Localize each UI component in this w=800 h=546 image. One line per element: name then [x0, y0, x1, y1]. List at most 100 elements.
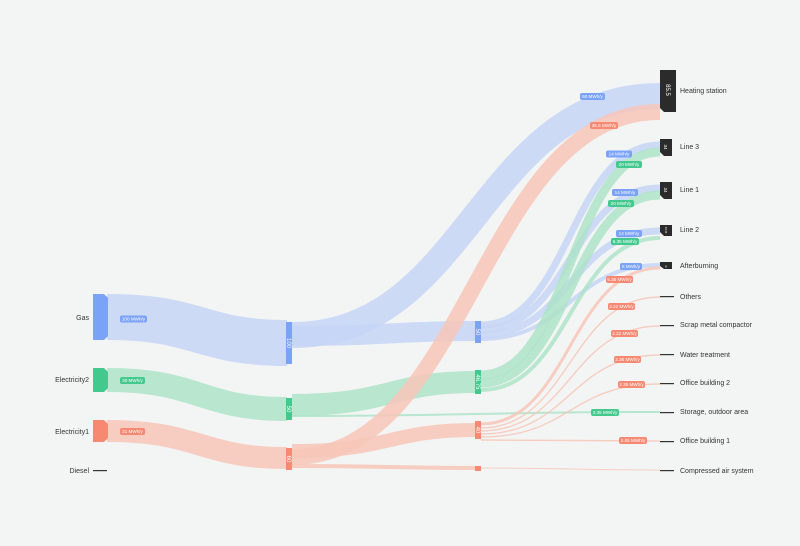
sink-badge-line1-gas: 14 MWh/y	[615, 190, 636, 195]
sink-node-scrap[interactable]	[660, 325, 674, 327]
sink-badge-scrap: 2.22 MWh/y	[612, 331, 637, 336]
sink-badge-others: 2.22 MWh/y	[609, 304, 634, 309]
sink-value-line1: 34	[663, 187, 668, 193]
sink-node-line1[interactable]	[660, 182, 672, 199]
link-el1-afterburning	[480, 266, 661, 426]
sink-label-compressed: Compressed air system	[680, 468, 754, 475]
sink-node-line2[interactable]	[660, 225, 672, 236]
sink-badge-line2-el2: 6.35 MWh/y	[613, 239, 638, 244]
sink-badge-heating-el1: 35.5 MWh/y	[592, 123, 617, 128]
source-label-electricity1: Electricity1	[55, 429, 89, 436]
source-node-electricity2[interactable]	[93, 368, 108, 392]
sink-node-compressed[interactable]	[660, 470, 674, 472]
sink-node-others[interactable]	[660, 296, 674, 298]
sink-label-scrap: Scrap metal compactor	[680, 322, 753, 329]
sink-label-heating: Heating station	[680, 88, 727, 95]
stage1-value-gas: 100	[285, 338, 291, 349]
sink-value-afterburning: 8	[665, 265, 667, 269]
sink-value-line3: 34	[663, 144, 668, 150]
sink-badge-office2: 2.35 MWh/y	[619, 382, 644, 387]
stage2-value-electricity2: 46.75	[474, 374, 480, 390]
sink-badge-heating-gas: 50 MWh/y	[582, 94, 603, 99]
stage2-node-gas[interactable]	[475, 321, 481, 343]
source-label-gas: Gas	[76, 315, 89, 322]
sink-label-others: Others	[680, 294, 702, 301]
sink-node-heating[interactable]	[660, 70, 676, 112]
sink-badge-line2-gas: 14 MWh/y	[619, 231, 640, 236]
sink-value-line2: 20.35	[664, 227, 668, 234]
sink-node-line3[interactable]	[660, 139, 672, 156]
links	[106, 83, 661, 471]
source-node-diesel[interactable]	[93, 470, 107, 472]
source-badge-gas-bg	[120, 315, 147, 323]
sink-badge-water-bg	[614, 356, 641, 363]
sink-badge-line3-el2: 20 MWh/y	[619, 162, 640, 167]
sink-label-line1: Line 1	[680, 187, 699, 194]
stage2-nodes: 50 46.75 40	[474, 321, 481, 471]
link-el1-stage2	[291, 423, 476, 458]
stage2-value-electricity1: 40	[474, 427, 480, 434]
sink-badge-storage: 3.35 MWh/y	[593, 410, 618, 415]
sink-label-office2: Office building 2	[680, 380, 730, 387]
link-el1-office2	[480, 383, 661, 438]
sink-badge-scrap-bg	[611, 330, 638, 337]
sink-badge-line3-gas-bg	[606, 150, 632, 158]
stage1-node-electricity2[interactable]	[286, 398, 292, 420]
sink-node-storage[interactable]	[660, 412, 674, 414]
sink-badge-line2-el2-bg	[611, 238, 639, 245]
source-badge-electricity1: 31 MWh/y	[122, 429, 143, 434]
source-badge-electricity2-bg	[120, 377, 145, 384]
sink-label-office1: Office building 1	[680, 438, 730, 445]
sink-badge-afterburning-gas: 8 MWh/y	[622, 264, 641, 269]
sink-node-office1[interactable]	[660, 441, 674, 443]
sink-label-line3: Line 3	[680, 144, 699, 151]
sink-label-line2: Line 2	[680, 227, 699, 234]
link-el1-stage2b	[291, 464, 476, 470]
sink-badge-heating-gas-bg	[580, 93, 605, 100]
source-label-electricity2: Electricity2	[55, 377, 89, 384]
sink-badge-line1-gas-bg	[612, 189, 638, 196]
source-node-electricity1[interactable]	[93, 420, 108, 442]
sink-badge-line1-el2-bg	[608, 200, 634, 207]
sink-node-office2[interactable]	[660, 383, 674, 385]
link-gas-heating	[291, 83, 661, 348]
sink-badge-afterburning-el1: 5.35 MWh/y	[607, 277, 632, 282]
sink-badge-line2-gas-bg	[616, 230, 642, 237]
sink-badge-line3-gas: 14 MWh/y	[609, 152, 630, 157]
stage2-node-electricity2[interactable]	[475, 370, 481, 394]
source-nodes: Gas 100 MWh/y Electricity2 30 MWh/y Elec…	[55, 294, 147, 475]
sink-nodes: 85.5 Heating station 50 MWh/y 35.5 MWh/y…	[580, 70, 754, 475]
stage1-node-gas[interactable]	[286, 322, 292, 364]
sink-badge-afterburning-el1-bg	[606, 276, 633, 283]
link-el1-bottom	[480, 467, 661, 471]
source-label-diesel: Diesel	[70, 468, 90, 475]
source-badge-electricity2: 30 MWh/y	[122, 378, 143, 383]
source-badge-electricity1-bg	[120, 428, 145, 435]
sink-badge-others-bg	[608, 303, 635, 310]
link-el2-stage1	[106, 368, 288, 421]
stage1-value-electricity2: 50	[285, 406, 291, 413]
sink-label-storage: Storage, outdoor area	[680, 409, 748, 416]
sink-badge-heating-el1-bg	[590, 122, 618, 129]
link-el2-stage2	[291, 371, 476, 416]
sink-value-heating: 85.5	[664, 84, 670, 96]
link-el2-line2	[480, 236, 661, 392]
source-badge-gas: 100 MWh/y	[122, 317, 146, 322]
sink-badge-storage-bg	[591, 409, 619, 416]
sink-node-afterburning[interactable]	[660, 262, 672, 269]
link-el1-stage1	[106, 420, 288, 469]
stage2-node-electricity1[interactable]	[475, 421, 481, 439]
stage1-value-electricity1: 60	[285, 456, 291, 463]
source-node-gas[interactable]	[93, 294, 108, 340]
sink-badge-office1: 2.05 MWh/y	[621, 438, 646, 443]
sink-badge-office1-bg	[619, 437, 647, 444]
link-el1-heating	[291, 104, 661, 465]
sink-node-water[interactable]	[660, 354, 674, 356]
stage1-node-electricity1[interactable]	[286, 448, 292, 470]
stage2-value-gas: 50	[474, 329, 480, 336]
sink-label-afterburning: Afterburning	[680, 263, 718, 270]
sink-label-water: Water treatment	[680, 352, 730, 359]
stage2-node-electricity1-small[interactable]	[475, 466, 481, 471]
stage1-nodes: 100 50 60	[285, 322, 292, 470]
